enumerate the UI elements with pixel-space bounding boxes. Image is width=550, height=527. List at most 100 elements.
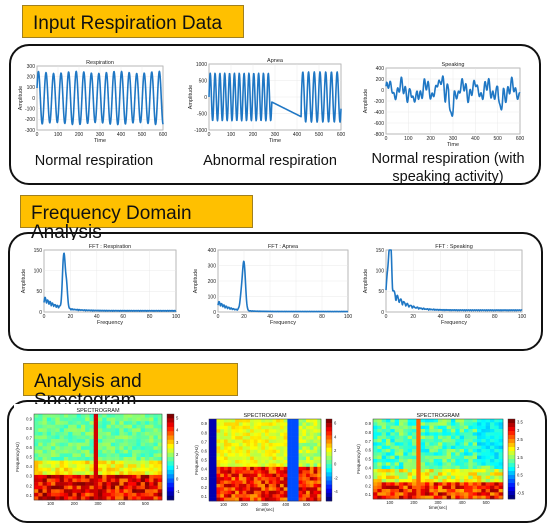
- spectrogram-cell: [257, 490, 262, 495]
- spectrogram-cell: [446, 419, 452, 423]
- spectrogram-cell: [223, 419, 228, 423]
- spectrogram-cell: [498, 469, 504, 473]
- spectrogram-cell: [34, 453, 39, 458]
- spectrogram-cell: [291, 442, 296, 447]
- spectrogram-cell: [451, 485, 456, 490]
- spectrogram-cell: [106, 464, 112, 469]
- chart-title: FFT : Apnea: [268, 244, 299, 250]
- spectrogram-cell: [481, 455, 486, 460]
- spectrogram-cell: [399, 482, 404, 486]
- spectrogram-cell: [381, 489, 387, 493]
- spectrogram-cell: [283, 432, 288, 437]
- spectrogram-cell: [157, 482, 163, 486]
- spectrogram-cell: [223, 477, 228, 481]
- spectrogram-cell: [216, 432, 221, 437]
- spectrogram-cell: [59, 453, 65, 458]
- spectrogram-cell: [223, 432, 228, 437]
- spectrogram-cell: [132, 421, 137, 426]
- spectrogram-cell: [153, 482, 159, 486]
- spectrogram-cell: [377, 442, 382, 446]
- spectrogram-cell: [498, 475, 504, 480]
- colorbar-cell: [167, 457, 174, 462]
- spectrogram-cell: [102, 453, 107, 458]
- spectrogram-cell: [309, 449, 314, 454]
- spectrogram-cell: [265, 497, 270, 502]
- y-axis-label: Amplitude: [188, 85, 194, 109]
- spectrogram-cell: [381, 419, 387, 423]
- spectrogram-cell: [63, 424, 69, 429]
- spectrogram-cell: [212, 425, 217, 430]
- spectrogram-cell: [136, 492, 141, 497]
- spectrogram-cell: [136, 428, 141, 433]
- spectrogram-cell: [209, 456, 214, 461]
- spectrogram-cell: [317, 466, 322, 471]
- spectrogram-cell: [242, 477, 247, 481]
- spectrogram-cell: [485, 422, 491, 426]
- spectrogram-cell: [481, 429, 486, 433]
- colorbar-label: 4: [334, 434, 337, 439]
- spectrogram-cell: [55, 489, 60, 494]
- spectrogram-cell: [209, 477, 214, 481]
- spectrogram-cell: [34, 492, 39, 497]
- spectrogram-cell: [119, 460, 124, 465]
- spectrogram-cell: [80, 421, 86, 426]
- spectrogram-cell: [272, 480, 277, 485]
- spectrogram-cell: [498, 442, 504, 446]
- spectrogram-cell: [119, 428, 124, 433]
- spectrogram-cell: [317, 494, 322, 498]
- spectrogram-cell: [459, 455, 465, 460]
- spectrogram-cell: [313, 439, 318, 444]
- spectrogram-cell: [72, 489, 77, 494]
- spectrogram-cell: [386, 469, 391, 473]
- x-tick-label: 300: [435, 500, 443, 505]
- spectrogram-cell: [80, 464, 86, 469]
- spectrogram-cell: [227, 460, 232, 464]
- spectrogram-cell: [80, 414, 86, 418]
- y-axis-label: Frequency(Hz): [194, 445, 199, 475]
- y-tick-label: 0.7: [26, 435, 32, 440]
- colorbar-cell: [326, 439, 332, 444]
- y-axis-label: Frequency(Hz): [15, 442, 20, 472]
- spectrogram-cell: [425, 439, 430, 443]
- spectrogram-cell: [407, 425, 413, 430]
- spectrogram-cell: [59, 460, 65, 465]
- spectrogram-cell: [246, 460, 251, 464]
- x-axis-label: Time: [94, 138, 106, 144]
- spectrogram-cell: [257, 422, 262, 427]
- spectrogram-cell: [136, 496, 141, 501]
- spectrogram-cell: [416, 459, 421, 463]
- spectrogram-1-chart: SPECTROGRAM0.90.80.70.60.50.40.30.20.110…: [15, 408, 180, 506]
- spectrogram-cell: [220, 429, 225, 433]
- spectrogram-cell: [85, 474, 90, 479]
- spectrogram-cell: [238, 439, 243, 444]
- spectrogram-cell: [302, 449, 307, 454]
- colorbar-frame: [166, 413, 175, 501]
- spectrogram-cell: [298, 487, 303, 492]
- spectrogram-cell: [261, 432, 266, 437]
- spectrogram-cell: [438, 449, 443, 453]
- spectrogram-cell: [298, 483, 303, 488]
- spectrogram-cell: [294, 436, 299, 440]
- spectrogram-cell: [209, 490, 214, 495]
- spectrogram-cell: [265, 456, 270, 461]
- spectrogram-cell: [494, 482, 499, 486]
- spectrogram-cell: [313, 449, 318, 454]
- spectrogram-cell: [412, 482, 417, 486]
- spectrogram-cell: [119, 442, 124, 447]
- spectrogram-cell: [468, 485, 473, 490]
- spectrogram-cell: [227, 473, 232, 478]
- spectrogram-cell: [63, 414, 69, 418]
- spectrogram-cell: [242, 470, 247, 474]
- spectrogram-cell: [76, 446, 82, 451]
- spectrogram-cell: [302, 470, 307, 474]
- spectrogram-cell: [238, 449, 243, 454]
- spectrogram-cell: [34, 457, 39, 461]
- spectrogram-cell: [494, 452, 499, 456]
- spectrogram-cell: [216, 466, 221, 471]
- colorbar-cell: [167, 418, 174, 423]
- spectrogram-cell: [429, 429, 434, 433]
- spectrogram-cell: [498, 459, 504, 463]
- spectrogram-cell: [212, 460, 217, 464]
- spectrogram-cell: [283, 487, 288, 492]
- spectrogram-cell: [455, 442, 460, 446]
